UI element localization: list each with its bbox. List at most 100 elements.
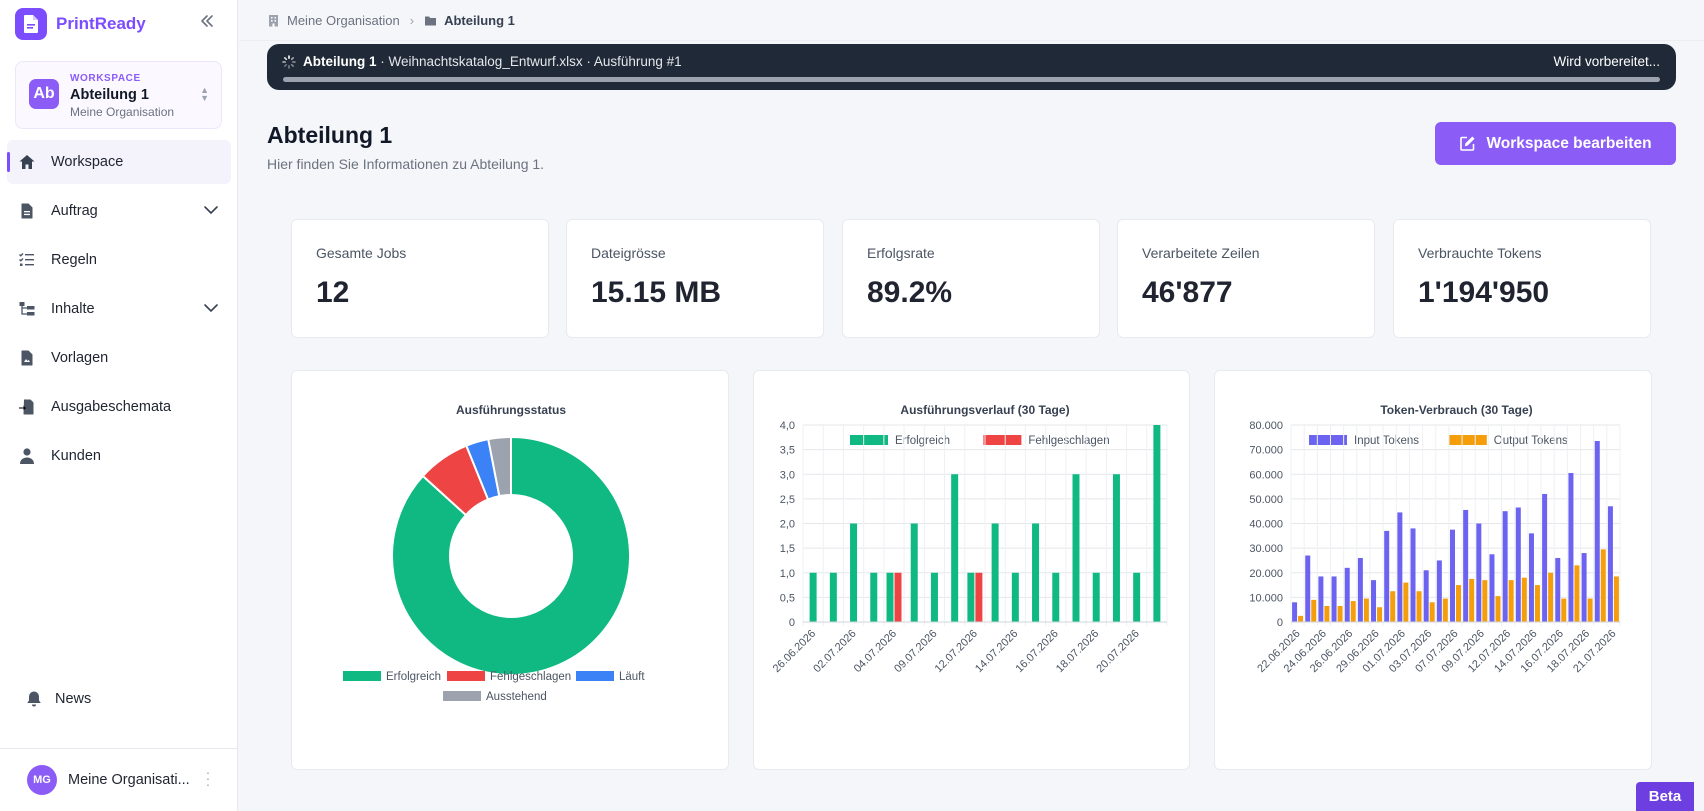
- stat-label: Gesamte Jobs: [316, 245, 407, 261]
- x-tick-label: 20.07.2026: [1094, 628, 1141, 675]
- breadcrumb-org[interactable]: Meine Organisation: [287, 13, 400, 28]
- sidebar-item-kunden[interactable]: Kunden: [7, 434, 231, 478]
- edit-workspace-label: Workspace bearbeiten: [1486, 134, 1652, 152]
- bar: [1548, 572, 1554, 622]
- y-tick-label: 10.000: [1249, 592, 1283, 604]
- more-vertical-icon[interactable]: · · ·: [205, 764, 211, 792]
- stat-value: 15.15 MB: [591, 276, 722, 309]
- switch-icon: ▲ ▼: [200, 85, 209, 103]
- divider: [239, 40, 1704, 41]
- bar: [1568, 473, 1574, 622]
- user-menu[interactable]: MG Meine Organisati... · · ·: [0, 748, 238, 811]
- bar: [1521, 577, 1527, 622]
- bar: [1311, 599, 1317, 622]
- stat-value: 89.2%: [867, 276, 953, 309]
- sidebar-item-auftrag[interactable]: Auftrag: [7, 189, 231, 233]
- sidebar-item-vorlagen[interactable]: Vorlagen: [7, 336, 231, 380]
- bar: [894, 572, 902, 622]
- legend-label: Ausstehend: [486, 691, 547, 703]
- edit-icon: [1460, 136, 1475, 151]
- breadcrumb-current: Abteilung 1: [444, 13, 515, 28]
- sidebar-item-label: Regeln: [51, 252, 97, 268]
- home-icon: [19, 155, 35, 169]
- bar: [1581, 553, 1587, 622]
- y-tick-label: 0,5: [780, 592, 795, 604]
- collapse-sidebar-button[interactable]: [196, 13, 218, 35]
- bar: [1613, 576, 1619, 622]
- bar: [1561, 598, 1567, 622]
- workspace-switcher[interactable]: Ab WORKSPACE Abteilung 1 Meine Organisat…: [15, 61, 222, 129]
- bar: [1502, 511, 1508, 622]
- news-label: News: [55, 691, 92, 707]
- app-logo[interactable]: PrintReady: [15, 8, 146, 40]
- bar: [1344, 567, 1350, 622]
- y-tick-label: 3,5: [780, 445, 795, 457]
- edit-workspace-button[interactable]: Workspace bearbeiten: [1435, 122, 1676, 165]
- export-icon: [19, 399, 34, 415]
- legend-swatch: [447, 671, 485, 681]
- bar: [1011, 572, 1019, 622]
- workspace-eyebrow: WORKSPACE: [70, 73, 141, 84]
- y-tick-label: 0: [789, 617, 795, 629]
- bell-icon: [27, 691, 41, 707]
- beta-badge: Beta: [1636, 782, 1694, 811]
- workspace-name: Abteilung 1: [70, 87, 149, 103]
- x-tick-label: 18.07.2026: [1054, 628, 1101, 675]
- bar: [1489, 554, 1495, 622]
- bar: [1534, 585, 1540, 622]
- stat-card-success-rate: Erfolgsrate 89.2%: [842, 219, 1100, 338]
- y-tick-label: 50.000: [1249, 494, 1283, 506]
- bar: [975, 572, 983, 622]
- stat-card-processed-rows: Verarbeitete Zeilen 46'877: [1117, 219, 1375, 338]
- legend-swatch: [983, 435, 1022, 445]
- chart-card-history: Ausführungsverlauf (30 Tage) Erfolgreich F…: [753, 370, 1190, 770]
- bar: [1371, 580, 1377, 622]
- bar: [850, 523, 858, 622]
- x-tick-label: 09.07.2026: [892, 628, 939, 675]
- legend-swatch: [343, 671, 381, 681]
- bar: [930, 572, 938, 622]
- sidebar-item-news[interactable]: News: [7, 677, 231, 721]
- legend-swatch: [576, 671, 614, 681]
- spinner-icon: [282, 55, 296, 69]
- x-tick-label: 04.07.2026: [852, 628, 899, 675]
- legend-label: Fehlgeschlagen: [1028, 435, 1109, 447]
- stat-label: Verarbeitete Zeilen: [1142, 245, 1260, 261]
- bar: [1331, 576, 1337, 622]
- chart-card-tokens: Token-Verbrauch (30 Tage) Input Tokens Out…: [1214, 370, 1652, 770]
- legend-swatch: [850, 435, 888, 445]
- x-tick-label: 02.07.2026: [811, 628, 858, 675]
- sidebar-item-label: Ausgabeschemata: [51, 399, 172, 415]
- execution-progress-bar: [283, 77, 1660, 82]
- avatar: MG: [27, 765, 57, 795]
- sidebar-item-inhalte[interactable]: Inhalte: [7, 287, 231, 331]
- bar: [1495, 596, 1501, 622]
- sidebar-item-ausgabeschemata[interactable]: Ausgabeschemata: [7, 385, 231, 429]
- sidebar-item-regeln[interactable]: Regeln: [7, 238, 231, 282]
- stat-label: Verbrauchte Tokens: [1418, 245, 1542, 261]
- stat-card-file-size: Dateigrösse 15.15 MB: [566, 219, 824, 338]
- y-tick-label: 1,0: [780, 568, 795, 580]
- logo-icon: [15, 8, 47, 40]
- bar: [1390, 591, 1396, 622]
- chevron-right-icon: ›: [409, 13, 415, 28]
- token-usage-chart: Token-Verbrauch (30 Tage)Input Tokens Out…: [1249, 403, 1621, 675]
- bar: [1436, 560, 1442, 622]
- bar: [967, 572, 975, 622]
- sidebar-item-workspace[interactable]: Workspace: [7, 140, 231, 184]
- stat-value: 12: [316, 276, 350, 309]
- x-tick-label: 14.07.2026: [973, 628, 1020, 675]
- folder-icon: [425, 16, 437, 26]
- bar: [1318, 576, 1324, 622]
- execution-history-chart: Ausführungsverlauf (30 Tage) Erfolgreich F…: [771, 403, 1168, 675]
- chart-title: Ausführungsverlauf (30 Tage): [900, 403, 1069, 417]
- chart-title: Ausführungsstatus: [456, 403, 566, 417]
- bar: [1476, 523, 1482, 622]
- execution-status: Wird vorbereitet...: [1553, 54, 1660, 69]
- chevrons-left-icon: [201, 15, 213, 27]
- bar: [1607, 506, 1613, 622]
- bar: [1112, 474, 1120, 622]
- bar: [1092, 572, 1100, 622]
- bar: [886, 572, 894, 622]
- stat-card-tokens: Verbrauchte Tokens 1'194'950: [1393, 219, 1651, 338]
